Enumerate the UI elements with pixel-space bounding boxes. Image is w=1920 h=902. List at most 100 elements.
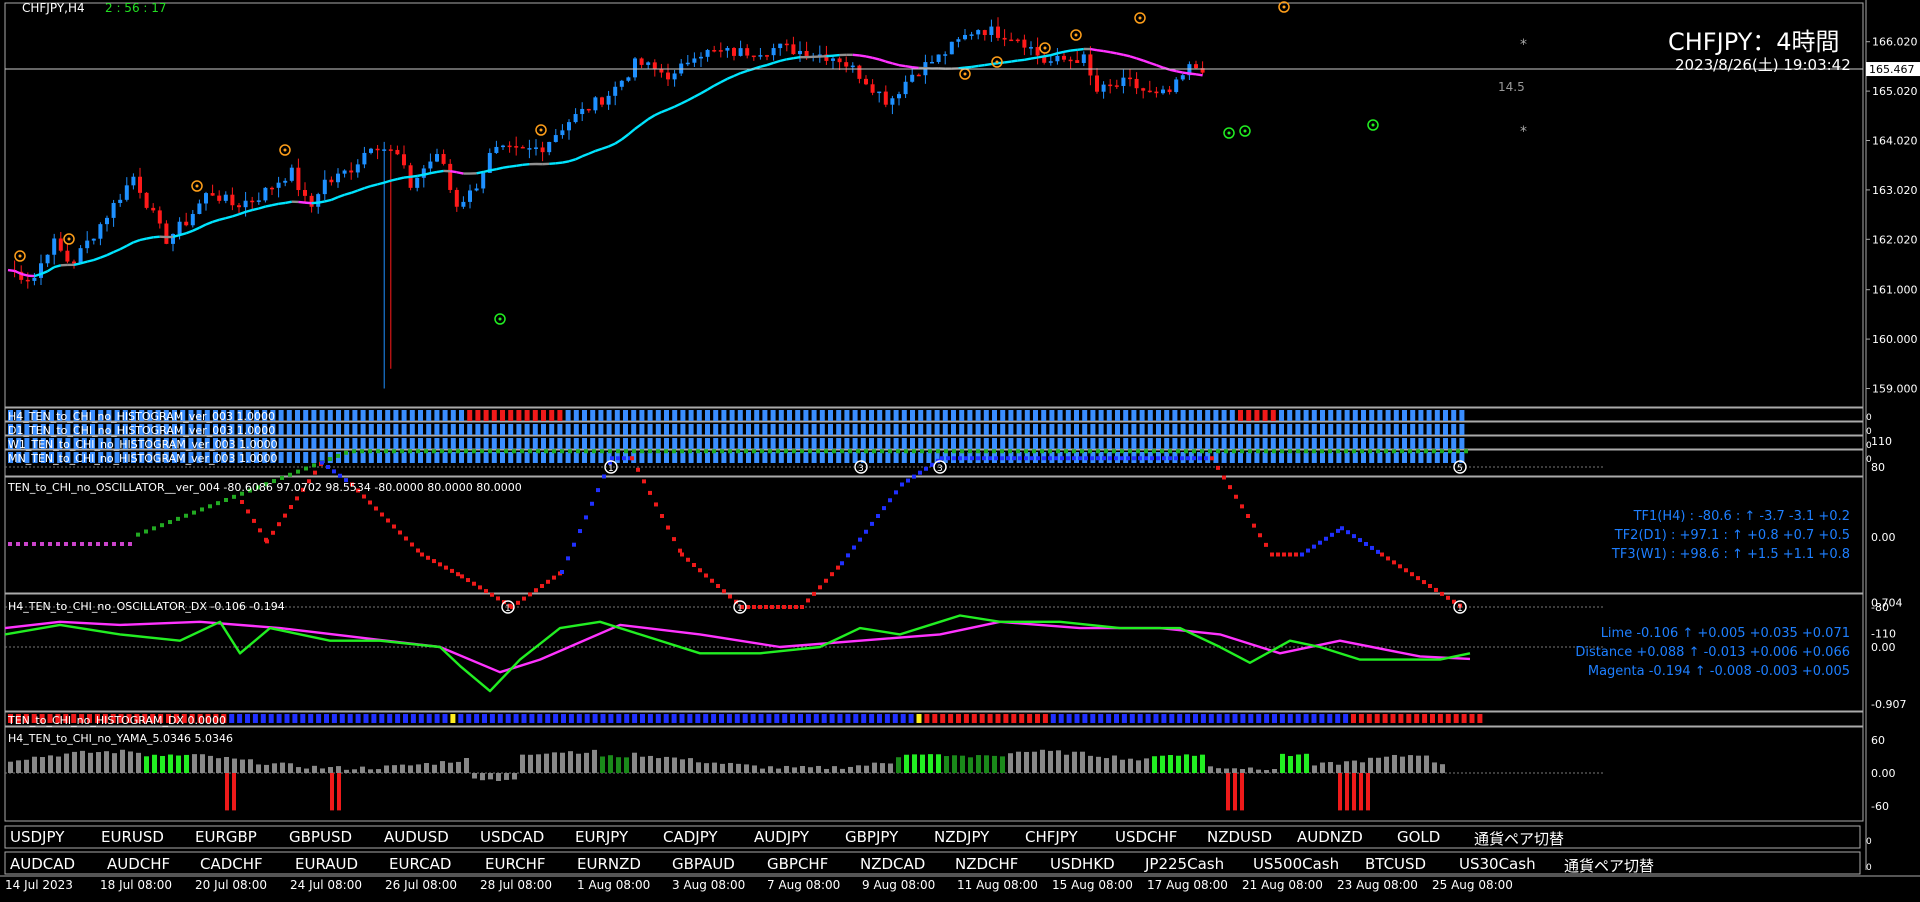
histogram-bar (122, 410, 128, 421)
symbol-button-audchf[interactable]: AUDCHF (107, 855, 171, 873)
histogram-bar (1262, 438, 1268, 449)
histogram-bar (983, 438, 989, 449)
histogram-bar (385, 410, 391, 421)
yama-bar (760, 768, 765, 773)
symbol-button-us500cash[interactable]: US500Cash (1253, 855, 1340, 873)
symbol-button-usdhkd[interactable]: USDHKD (1050, 855, 1115, 873)
symbol-button-eurchf[interactable]: EURCHF (485, 855, 546, 873)
histogram-bar (1147, 424, 1153, 435)
yama-bar (376, 769, 381, 773)
symbol-button-gbpchf[interactable]: GBPCHF (767, 855, 829, 873)
histogram-bar (1279, 438, 1284, 449)
oscillator-dot-tf2 (904, 449, 908, 454)
yama-bar (1320, 762, 1325, 773)
oscillator-signal-number: 1 (505, 604, 511, 614)
symbol-button-us30cash[interactable]: US30Cash (1459, 855, 1536, 873)
symbol-button-eurjpy[interactable]: EURJPY (575, 828, 629, 846)
histogram-bar (762, 438, 768, 449)
histogram-bar (1426, 452, 1432, 463)
symbol-button-audjpy[interactable]: AUDJPY (754, 828, 810, 846)
sell-signal-dot (1074, 33, 1078, 37)
yama-negative-bar (225, 773, 229, 811)
histogram-dx-bar (237, 714, 243, 723)
histogram-dx-bar (316, 714, 322, 723)
histogram-bar (237, 410, 243, 421)
oscillator-dot-tf2 (1400, 449, 1404, 454)
histogram-bar (221, 410, 227, 421)
yama-bar (392, 765, 397, 773)
oscillator-dot-tf2 (1384, 449, 1388, 454)
histogram-bar (483, 424, 489, 435)
switch-pair-button[interactable]: 通貨ペア切替 (1474, 830, 1565, 848)
candle (322, 179, 327, 195)
histogram-bar (524, 424, 530, 435)
symbol-button-audcad[interactable]: AUDCAD (10, 855, 76, 873)
symbol-button-nzdchf[interactable]: NZDCHF (955, 855, 1019, 873)
histogram-bar (32, 424, 38, 435)
histogram-bar (352, 424, 358, 435)
symbol-button-gbpjpy[interactable]: GBPJPY (845, 828, 899, 846)
symbol-button-audnzd[interactable]: AUDNZD (1297, 828, 1363, 846)
symbol-button-usdcad[interactable]: USDCAD (480, 828, 545, 846)
sell-signal-dot (539, 128, 543, 132)
moving-average-segment (344, 191, 352, 196)
histogram-bar (1434, 424, 1440, 435)
oscillator-dot-tf2 (1392, 449, 1396, 454)
oscillator-dot-tf2 (64, 542, 68, 546)
histogram-bar (336, 438, 341, 449)
oscillator-dot-h4 (1364, 542, 1368, 546)
yama-bar (248, 759, 253, 773)
histogram-bar (237, 438, 243, 449)
candle (1081, 54, 1086, 63)
moving-average-segment (430, 170, 438, 175)
histogram-bar (262, 452, 268, 463)
oscillator-dot-h4 (976, 456, 980, 461)
histogram-bar (172, 438, 177, 449)
symbol-button-eurusd[interactable]: EURUSD (101, 828, 164, 846)
histogram-bar (65, 452, 71, 463)
histogram-bar (934, 410, 940, 421)
candle (910, 74, 915, 82)
symbol-button-usdchf[interactable]: USDCHF (1115, 828, 1178, 846)
symbol-button-chfjpy[interactable]: CHFJPY (1025, 828, 1078, 846)
switch-pair-button[interactable]: 通貨ペア切替 (1564, 857, 1655, 875)
symbol-button-cadchf[interactable]: CADCHF (200, 855, 263, 873)
histogram-bar (180, 438, 186, 449)
oscillator-dot-tf2 (1088, 449, 1092, 454)
symbol-button-jp225cash[interactable]: JP225Cash (1145, 855, 1225, 873)
symbol-button-euraud[interactable]: EURAUD (295, 855, 359, 873)
moving-average-segment (562, 160, 570, 164)
symbol-button-eurcad[interactable]: EURCAD (389, 855, 452, 873)
yama-bar (128, 751, 133, 773)
histogram-bar (582, 452, 587, 463)
sell-signal-marker (1070, 29, 1082, 41)
candle (98, 224, 103, 239)
candle (586, 108, 591, 111)
yama-bar (456, 761, 461, 773)
symbol-button-cadjpy[interactable]: CADJPY (663, 828, 718, 846)
symbol-button-gbpaud[interactable]: GBPAUD (672, 855, 735, 873)
histogram-bar (664, 410, 669, 421)
symbol-button-gold[interactable]: GOLD (1397, 828, 1441, 846)
yama-bar (736, 763, 741, 773)
symbol-button-nzdjpy[interactable]: NZDJPY (934, 828, 990, 846)
symbol-button-btcusd[interactable]: BTCUSD (1365, 855, 1427, 873)
histogram-bar (65, 424, 71, 435)
symbol-button-nzdusd[interactable]: NZDUSD (1207, 828, 1273, 846)
histogram-bar (163, 424, 169, 435)
histogram-bar (139, 438, 145, 449)
oscillator-dot-tf2 (256, 485, 260, 490)
candle (296, 167, 301, 191)
oscillator-dot-h4 (478, 585, 482, 590)
symbol-button-usdjpy[interactable]: USDJPY (10, 828, 65, 846)
symbol-button-audusd[interactable]: AUDUSD (384, 828, 449, 846)
symbol-button-eurnzd[interactable]: EURNZD (577, 855, 641, 873)
symbol-button-eurgbp[interactable]: EURGBP (195, 828, 257, 846)
symbol-button-gbpusd[interactable]: GBPUSD (289, 828, 353, 846)
histogram-bar (623, 438, 628, 449)
symbol-button-nzdcad[interactable]: NZDCAD (860, 855, 926, 873)
histogram-bar (1213, 424, 1219, 435)
histogram-bar (1180, 438, 1186, 449)
histogram-dx-bar (932, 714, 938, 723)
